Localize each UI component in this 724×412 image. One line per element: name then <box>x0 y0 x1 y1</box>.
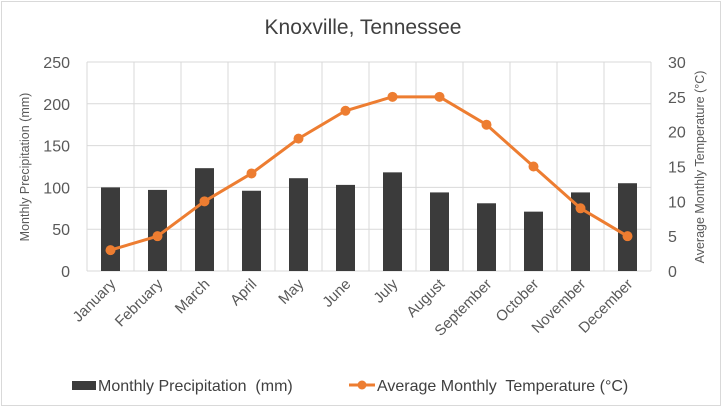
bar-april <box>242 190 261 271</box>
right-tick-label: 15 <box>668 160 686 177</box>
point-september <box>481 119 492 130</box>
temperature-line <box>105 91 633 256</box>
legend-temperature-marker <box>357 380 367 390</box>
point-july <box>387 91 398 102</box>
left-tick-label: 150 <box>43 139 70 156</box>
precipitation-bars <box>101 168 637 271</box>
bar-january <box>101 187 120 271</box>
right-axis-ticks: 0 5 10 15 20 25 30 <box>668 55 686 281</box>
bar-august <box>430 192 449 271</box>
bar-may <box>289 178 308 271</box>
left-tick-label: 0 <box>61 264 70 281</box>
x-tick-label: March <box>172 276 213 317</box>
legend-precipitation-swatch <box>72 381 96 390</box>
point-january <box>105 245 116 256</box>
left-tick-label: 100 <box>43 180 70 197</box>
bar-june <box>336 184 355 271</box>
gridlines <box>86 61 652 272</box>
right-tick-label: 25 <box>668 90 686 107</box>
chart: Knoxville, Tennessee 0 50 100 150 200 250 0 5 1… <box>18 16 707 395</box>
bar-march <box>195 168 214 271</box>
legend: Monthly Precipitation (mm) Average Month… <box>72 378 628 395</box>
bar-february <box>148 189 167 271</box>
legend-temperature-label: Average Monthly Temperature (°C) <box>377 378 628 395</box>
left-axis-ticks: 0 50 100 150 200 250 <box>43 55 70 281</box>
point-october <box>528 161 539 172</box>
right-tick-label: 20 <box>668 125 686 142</box>
point-february <box>152 231 163 242</box>
temperature-polyline <box>110 95 629 252</box>
chart-frame: Knoxville, Tennessee 0 50 100 150 200 250 0 5 1… <box>1 1 721 406</box>
point-may <box>293 133 304 144</box>
point-august <box>434 91 445 102</box>
bar-october <box>524 211 543 271</box>
right-tick-label: 5 <box>668 229 677 246</box>
point-december <box>622 231 633 242</box>
bar-december <box>618 183 637 271</box>
right-tick-label: 0 <box>668 264 677 281</box>
legend-precipitation-label: Monthly Precipitation (mm) <box>98 378 293 395</box>
left-tick-label: 250 <box>43 55 70 72</box>
point-april <box>246 168 257 179</box>
left-tick-label: 200 <box>43 97 70 114</box>
left-axis-label: Monthly Precipitation (mm) <box>18 93 32 242</box>
right-tick-label: 10 <box>668 194 686 211</box>
x-tick-label: February <box>112 275 167 330</box>
x-tick-label: July <box>370 275 401 306</box>
point-november <box>575 203 586 214</box>
point-march <box>199 196 210 207</box>
x-tick-label: April <box>227 276 260 309</box>
point-june <box>340 105 351 116</box>
left-tick-label: 50 <box>52 222 70 239</box>
x-tick-label: August <box>403 275 449 321</box>
bar-july <box>383 172 402 271</box>
chart-title: Knoxville, Tennessee <box>265 16 462 39</box>
bar-september <box>477 203 496 271</box>
x-tick-label: June <box>319 276 354 311</box>
right-tick-label: 30 <box>668 55 686 72</box>
x-tick-label: May <box>275 275 307 307</box>
right-axis-label: Average Monthly Temperature (°C) <box>693 71 707 264</box>
